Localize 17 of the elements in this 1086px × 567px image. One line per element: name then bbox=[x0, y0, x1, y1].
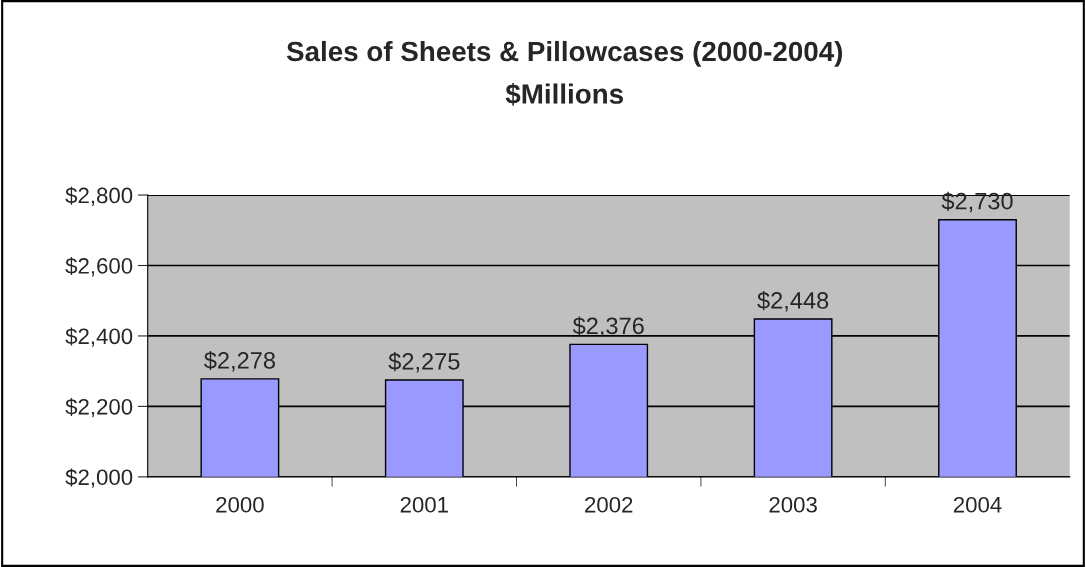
text: $2,376 bbox=[572, 316, 644, 337]
text: $2,730 bbox=[941, 191, 1013, 213]
text: $2,448 bbox=[757, 291, 829, 312]
x-tick-label: 2001 bbox=[400, 496, 448, 513]
y-tick-label: $2,200 bbox=[65, 398, 133, 418]
y-tick-label: $2,600 bbox=[65, 257, 133, 277]
chart-subtitle: $Millions bbox=[505, 82, 624, 106]
y-tick-label: $2,400 bbox=[65, 327, 133, 347]
chart-title: Sales of Sheets & Pillowcases (2000-2004) bbox=[286, 40, 843, 67]
x-tick-label: 2004 bbox=[953, 496, 1002, 513]
x-tick-label: 2002 bbox=[585, 496, 633, 513]
y-tick-label: $2,800 bbox=[65, 186, 133, 206]
text: $2,275 bbox=[388, 352, 460, 373]
y-tick-label: $2,000 bbox=[65, 468, 133, 488]
x-tick-label: 2003 bbox=[769, 496, 817, 513]
x-tick-label: 2000 bbox=[216, 496, 264, 513]
text: $2,278 bbox=[204, 350, 275, 372]
